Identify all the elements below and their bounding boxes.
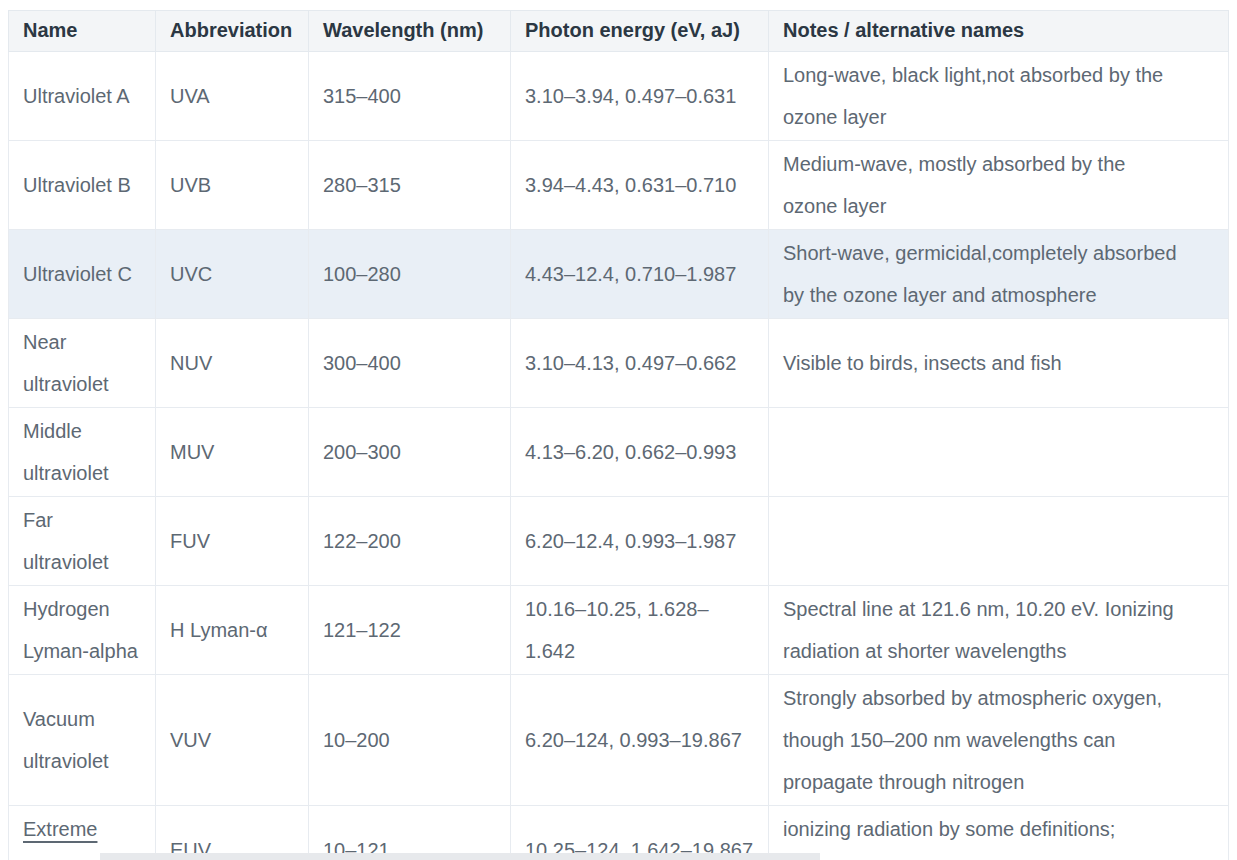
header-name: Name: [9, 11, 156, 52]
cell-abbreviation: H Lyman-α: [156, 586, 309, 675]
cell-photon-energy: 3.10–4.13, 0.497–0.662: [511, 319, 769, 408]
header-notes: Notes / alternative names: [769, 11, 1229, 52]
cell-notes: Spectral line at 121.6 nm, 10.20 eV. Ion…: [769, 586, 1229, 675]
cell-abbreviation: FUV: [156, 497, 309, 586]
link-euv-abbreviation[interactable]: EUV: [156, 806, 309, 860]
cell-abbreviation: UVB: [156, 141, 309, 230]
cell-notes: Strongly absorbed by atmospheric oxygen,…: [769, 675, 1229, 806]
cell-photon-energy: 4.43–12.4, 0.710–1.987: [511, 230, 769, 319]
table-row-uva: Ultraviolet A UVA 315–400 3.10–3.94, 0.4…: [9, 52, 1229, 141]
cell-abbreviation: VUV: [156, 675, 309, 806]
page: Name Abbreviation Wavelength (nm) Photon…: [0, 0, 1237, 860]
cell-notes: Short-wave, germicidal,completely absorb…: [769, 230, 1229, 319]
header-wavelength: Wavelength (nm): [309, 11, 511, 52]
table-row-muv: Middle ultraviolet MUV 200–300 4.13–6.20…: [9, 408, 1229, 497]
header-abbreviation: Abbreviation: [156, 11, 309, 52]
cell-wavelength: 200–300: [309, 408, 511, 497]
link-euv-wavelength[interactable]: 10–121: [309, 806, 511, 860]
cell-wavelength: 121–122: [309, 586, 511, 675]
table-row-h-lyman-alpha: Hydrogen Lyman-alpha H Lyman-α 121–122 1…: [9, 586, 1229, 675]
table-row-vuv: Vacuum ultraviolet VUV 10–200 6.20–124, …: [9, 675, 1229, 806]
cell-notes: Medium-wave, mostly absorbed by the ozon…: [769, 141, 1229, 230]
cell-photon-energy: 3.10–3.94, 0.497–0.631: [511, 52, 769, 141]
cell-name: Far ultraviolet: [9, 497, 156, 586]
header-photon-energy: Photon energy (eV, aJ): [511, 11, 769, 52]
cell-wavelength: 280–315: [309, 141, 511, 230]
table-row-uvc-highlighted: Ultraviolet C UVC 100–280 4.43–12.4, 0.7…: [9, 230, 1229, 319]
table-row-euv: Extreme ultraviolet EUV 10–121 10.25–124…: [9, 806, 1229, 860]
cell-wavelength: 122–200: [309, 497, 511, 586]
cell-photon-energy: 4.13–6.20, 0.662–0.993: [511, 408, 769, 497]
link-extreme-ultraviolet[interactable]: Extreme ultraviolet: [9, 806, 156, 860]
cell-notes: ionizing radiation by some definitions; …: [769, 806, 1229, 860]
cell-photon-energy: 6.20–124, 0.993–19.867: [511, 675, 769, 806]
cell-name: Ultraviolet A: [9, 52, 156, 141]
cell-abbreviation: UVC: [156, 230, 309, 319]
cell-wavelength: 10–200: [309, 675, 511, 806]
cell-abbreviation: NUV: [156, 319, 309, 408]
uv-spectrum-table: Name Abbreviation Wavelength (nm) Photon…: [8, 10, 1229, 860]
table-header-row: Name Abbreviation Wavelength (nm) Photon…: [9, 11, 1229, 52]
cell-notes: [769, 497, 1229, 586]
cell-photon-energy: 10.16–10.25, 1.628–1.642: [511, 586, 769, 675]
cell-wavelength: 100–280: [309, 230, 511, 319]
cell-photon-energy: 3.94–4.43, 0.631–0.710: [511, 141, 769, 230]
cell-notes: Visible to birds, insects and fish: [769, 319, 1229, 408]
cell-name: Hydrogen Lyman-alpha: [9, 586, 156, 675]
cell-abbreviation: UVA: [156, 52, 309, 141]
table-row-uvb: Ultraviolet B UVB 280–315 3.94–4.43, 0.6…: [9, 141, 1229, 230]
cell-notes: [769, 408, 1229, 497]
table-row-fuv: Far ultraviolet FUV 122–200 6.20–12.4, 0…: [9, 497, 1229, 586]
cell-wavelength: 315–400: [309, 52, 511, 141]
cell-photon-energy: 6.20–12.4, 0.993–1.987: [511, 497, 769, 586]
cell-name: Vacuum ultraviolet: [9, 675, 156, 806]
cell-name: Near ultraviolet: [9, 319, 156, 408]
cell-abbreviation: MUV: [156, 408, 309, 497]
partial-next-element: [100, 853, 820, 860]
cell-name: Ultraviolet B: [9, 141, 156, 230]
link-euv-photon-energy[interactable]: 10.25–124, 1.642–19.867: [511, 806, 769, 860]
table-row-nuv: Near ultraviolet NUV 300–400 3.10–4.13, …: [9, 319, 1229, 408]
cell-name: Middle ultraviolet: [9, 408, 156, 497]
cell-wavelength: 300–400: [309, 319, 511, 408]
cell-name: Ultraviolet C: [9, 230, 156, 319]
cell-notes: Long-wave, black light,not absorbed by t…: [769, 52, 1229, 141]
